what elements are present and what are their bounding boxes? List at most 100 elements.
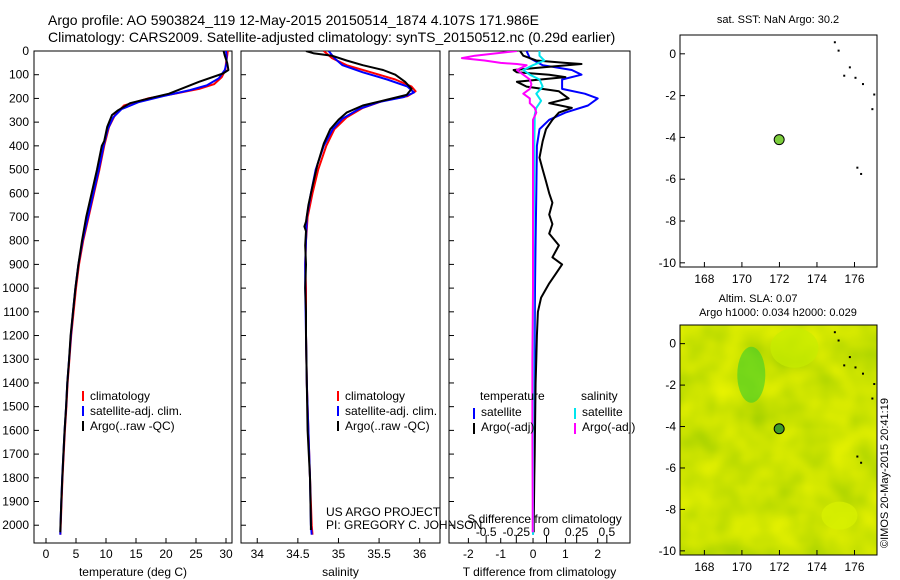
- argo-position-marker: [773, 134, 785, 146]
- depth-tick-label: 1300: [2, 352, 29, 366]
- island: [848, 356, 851, 359]
- legend-salinity-label: satellite: [582, 405, 623, 419]
- difference-xtick-label: -1: [495, 547, 506, 561]
- salinity-xtick-label: 35: [332, 547, 346, 561]
- s-diff-tick-label: 0.25: [565, 525, 589, 539]
- depth-tick-label: 700: [9, 210, 29, 224]
- depth-tick-label: 400: [9, 139, 29, 153]
- island: [848, 66, 851, 69]
- salinity-series-satellite-adj-clim-: [304, 51, 415, 535]
- sst_map-ytick-label: -8: [665, 214, 676, 228]
- depth-tick-label: 1500: [2, 400, 29, 414]
- island: [860, 461, 863, 464]
- salinity-xtick-label: 34: [251, 547, 265, 561]
- depth-tick-label: 1000: [2, 281, 29, 295]
- island: [854, 366, 857, 369]
- temperature-xtick-label: 5: [73, 547, 80, 561]
- depth-tick-label: 800: [9, 234, 29, 248]
- temperature-series-argo-raw-qc-: [59, 51, 230, 533]
- temperature-legend-label: climatology: [90, 389, 150, 403]
- sla_map-ytick-label: -2: [665, 378, 676, 392]
- island: [871, 108, 874, 111]
- depth-tick-label: 2000: [2, 518, 29, 532]
- sla-map-title: Altim. SLA: 0.07: [719, 293, 798, 305]
- sla-high-patch: [770, 327, 819, 368]
- temperature-series-satellite-adj-clim-: [59, 51, 228, 535]
- island: [837, 49, 840, 52]
- salinity-axes-frame: [240, 50, 441, 544]
- sla_map-xtick-label: 176: [844, 560, 864, 574]
- sst_map-xtick-label: 174: [807, 272, 827, 286]
- difference-xtick-label: 0: [530, 547, 537, 561]
- depth-tick-label: 600: [9, 186, 29, 200]
- pi-annotation: US ARGO PROJECT: [326, 505, 441, 519]
- temperature-xtick-label: 20: [159, 547, 173, 561]
- temperature-xtick-label: 10: [99, 547, 113, 561]
- island: [873, 93, 876, 96]
- figure-title-line1: Argo profile: AO 5903824_119 12-May-2015…: [48, 12, 539, 28]
- temperature-xtick-label: 15: [129, 547, 143, 561]
- sla_map-ytick-label: -4: [665, 420, 676, 434]
- sla_map-ytick-label: -10: [659, 544, 677, 558]
- legend-temperature-title: temperature: [480, 389, 545, 403]
- depth-tick-label: 200: [9, 91, 29, 105]
- temperature-xlabel: temperature (deg C): [79, 565, 187, 579]
- island: [843, 364, 846, 367]
- sst-map-title: sat. SST: NaN Argo: 30.2: [717, 14, 839, 26]
- sla-low-patch: [737, 346, 766, 403]
- legend-salinity-label: Argo(-adj): [582, 420, 635, 434]
- s-diff-tick-label: 0.5: [598, 525, 615, 539]
- salinity-series-argo-raw-qc-: [303, 51, 413, 530]
- depth-tick-label: 500: [9, 163, 29, 177]
- argo-position-marker: [773, 423, 785, 435]
- difference-xtick-label: -2: [463, 547, 474, 561]
- temperature-axes-frame: [33, 50, 233, 544]
- depth-tick-label: 1900: [2, 495, 29, 509]
- sst_map-xtick-label: 168: [694, 272, 714, 286]
- legend-temperature-label: Argo(-adj): [481, 420, 534, 434]
- s-diff-tick-label: -0.25: [503, 525, 531, 539]
- salinity-xlabel: salinity: [322, 565, 359, 579]
- sst_map-ytick-label: -10: [659, 256, 677, 270]
- pi-annotation: PI: GREGORY C. JOHNSON: [326, 518, 482, 532]
- sst_map-ytick-label: -4: [665, 130, 676, 144]
- depth-tick-label: 300: [9, 115, 29, 129]
- island: [871, 397, 874, 400]
- depth-tick-label: 1700: [2, 447, 29, 461]
- sst_map-ytick-label: -6: [665, 172, 676, 186]
- depth-tick-label: 100: [9, 68, 29, 82]
- island: [843, 74, 846, 77]
- island: [854, 76, 857, 79]
- temperature-legend-label: Argo(..raw -QC): [90, 419, 175, 433]
- depth-tick-label: 1400: [2, 376, 29, 390]
- island: [873, 383, 876, 386]
- difference-series-salinity-argo-adj-: [460, 51, 538, 533]
- difference-axes-frame: [448, 50, 631, 544]
- sla_map-xtick-label: 174: [807, 560, 827, 574]
- depth-tick-label: 1100: [3, 305, 29, 319]
- island: [837, 339, 840, 342]
- sst_map-xtick-label: 170: [732, 272, 752, 286]
- difference-xtick-label: 2: [594, 547, 601, 561]
- difference-xtick-label: 1: [562, 547, 569, 561]
- island: [856, 166, 859, 169]
- temperature-xtick-label: 0: [43, 547, 50, 561]
- temperature-legend-label: satellite-adj. clim.: [90, 404, 182, 418]
- sla_map-ytick-label: -8: [665, 502, 676, 516]
- sst_map-ytick-label: -2: [665, 89, 676, 103]
- island: [856, 455, 859, 458]
- sla_map-xtick-label: 168: [694, 560, 714, 574]
- depth-tick-label: 900: [9, 257, 29, 271]
- temperature-series-climatology: [59, 51, 229, 535]
- legend-temperature-label: satellite: [481, 405, 522, 419]
- depth-tick-label: 1200: [2, 329, 29, 343]
- legend-salinity-title: salinity: [581, 389, 618, 403]
- sla_map-ytick-label: -6: [665, 461, 676, 475]
- s-diff-xlabel: S difference from climatology: [467, 512, 622, 526]
- difference-xlabel: T difference from climatology: [463, 565, 617, 579]
- s-diff-tick-label: 0: [543, 525, 550, 539]
- sla-map-subtitle: Argo h1000: 0.034 h2000: 0.029: [699, 307, 857, 319]
- s-diff-tick-label: -0.5: [476, 525, 497, 539]
- sst_map-xtick-label: 172: [769, 272, 789, 286]
- salinity-legend-label: climatology: [345, 389, 405, 403]
